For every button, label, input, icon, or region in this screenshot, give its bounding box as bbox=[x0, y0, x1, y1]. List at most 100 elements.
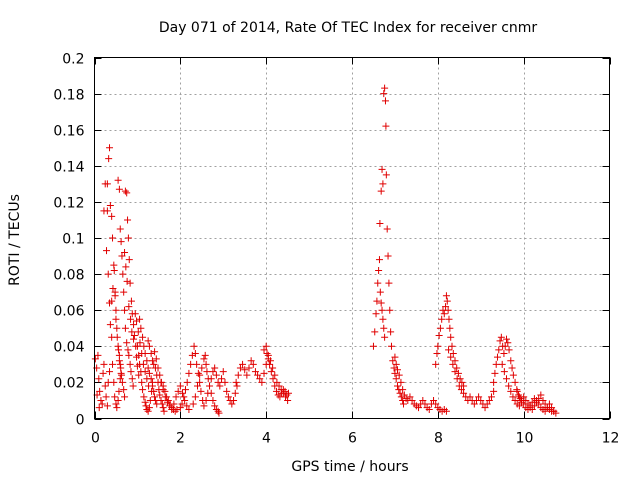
data-point bbox=[112, 306, 120, 314]
data-point bbox=[204, 389, 212, 397]
data-point bbox=[139, 386, 147, 394]
data-point bbox=[448, 342, 456, 350]
data-point bbox=[396, 389, 404, 397]
data-point bbox=[145, 404, 153, 412]
data-point bbox=[218, 375, 226, 383]
data-point bbox=[147, 350, 155, 358]
data-point bbox=[194, 369, 202, 377]
data-point bbox=[435, 331, 443, 339]
data-point bbox=[96, 387, 104, 395]
data-point bbox=[470, 400, 478, 408]
data-point bbox=[124, 346, 132, 354]
data-point bbox=[515, 402, 523, 410]
data-point bbox=[376, 288, 384, 296]
data-point bbox=[115, 346, 123, 354]
data-point bbox=[120, 386, 128, 394]
data-point bbox=[236, 364, 244, 372]
data-point bbox=[269, 364, 277, 372]
data-point bbox=[211, 402, 219, 410]
data-point bbox=[421, 400, 429, 408]
data-point bbox=[380, 90, 388, 98]
data-point bbox=[432, 400, 440, 408]
data-point bbox=[137, 324, 145, 332]
data-point bbox=[376, 220, 384, 228]
data-point bbox=[148, 357, 156, 365]
data-point bbox=[224, 393, 232, 401]
data-point bbox=[511, 378, 519, 386]
y-tick-label: 0.16 bbox=[53, 124, 84, 140]
data-point bbox=[171, 407, 179, 415]
data-point bbox=[211, 364, 219, 372]
data-point bbox=[115, 185, 123, 193]
data-point bbox=[264, 355, 272, 363]
data-point bbox=[123, 189, 131, 197]
data-point bbox=[91, 355, 99, 363]
data-point bbox=[201, 351, 209, 359]
data-point bbox=[121, 306, 129, 314]
data-point bbox=[206, 382, 214, 390]
data-point bbox=[491, 369, 499, 377]
data-point bbox=[202, 396, 210, 404]
data-point bbox=[115, 387, 123, 395]
data-point bbox=[120, 288, 128, 296]
data-point bbox=[232, 378, 240, 386]
data-point bbox=[196, 378, 204, 386]
data-point bbox=[138, 378, 146, 386]
data-point bbox=[139, 333, 147, 341]
data-point bbox=[284, 389, 292, 397]
data-point bbox=[114, 176, 122, 184]
data-point bbox=[516, 395, 524, 403]
data-point bbox=[196, 371, 204, 379]
data-point bbox=[174, 387, 182, 395]
y-tick-label: 0.08 bbox=[53, 268, 84, 284]
data-point bbox=[126, 360, 134, 368]
data-point bbox=[234, 371, 242, 379]
data-point bbox=[386, 306, 394, 314]
x-tick-label: 2 bbox=[176, 431, 185, 447]
data-point bbox=[400, 391, 408, 399]
data-point bbox=[511, 396, 519, 404]
data-point bbox=[157, 378, 165, 386]
data-point bbox=[378, 165, 386, 173]
data-point bbox=[481, 404, 489, 412]
data-point bbox=[113, 333, 121, 341]
data-point bbox=[109, 285, 117, 293]
data-point bbox=[136, 360, 144, 368]
data-point bbox=[135, 351, 143, 359]
grid bbox=[94, 57, 610, 419]
data-point bbox=[371, 328, 379, 336]
y-tick-label: 0.12 bbox=[53, 196, 84, 212]
data-point bbox=[539, 396, 547, 404]
data-point bbox=[493, 353, 501, 361]
data-point bbox=[505, 382, 513, 390]
data-point bbox=[112, 400, 120, 408]
data-point bbox=[251, 368, 259, 376]
y-tick-label: 0.06 bbox=[53, 304, 84, 320]
data-point bbox=[239, 360, 247, 368]
data-point bbox=[230, 396, 238, 404]
data-point bbox=[151, 393, 159, 401]
data-point bbox=[408, 396, 416, 404]
data-point bbox=[432, 360, 440, 368]
data-point bbox=[442, 303, 450, 311]
data-point bbox=[103, 247, 111, 255]
data-point bbox=[127, 297, 135, 305]
data-point bbox=[123, 277, 131, 285]
y-tick-label: 0.2 bbox=[62, 52, 84, 68]
data-point bbox=[260, 346, 268, 354]
data-point bbox=[515, 393, 523, 401]
data-point bbox=[150, 387, 158, 395]
data-point bbox=[134, 328, 142, 336]
data-point bbox=[381, 333, 389, 341]
data-point bbox=[507, 387, 515, 395]
data-point bbox=[156, 371, 164, 379]
data-point bbox=[101, 382, 109, 390]
data-point bbox=[151, 348, 159, 356]
data-point bbox=[209, 396, 217, 404]
y-tick-label: 0.18 bbox=[53, 88, 84, 104]
data-point bbox=[377, 187, 385, 195]
data-point bbox=[137, 368, 145, 376]
data-point bbox=[387, 342, 395, 350]
data-point bbox=[154, 364, 162, 372]
